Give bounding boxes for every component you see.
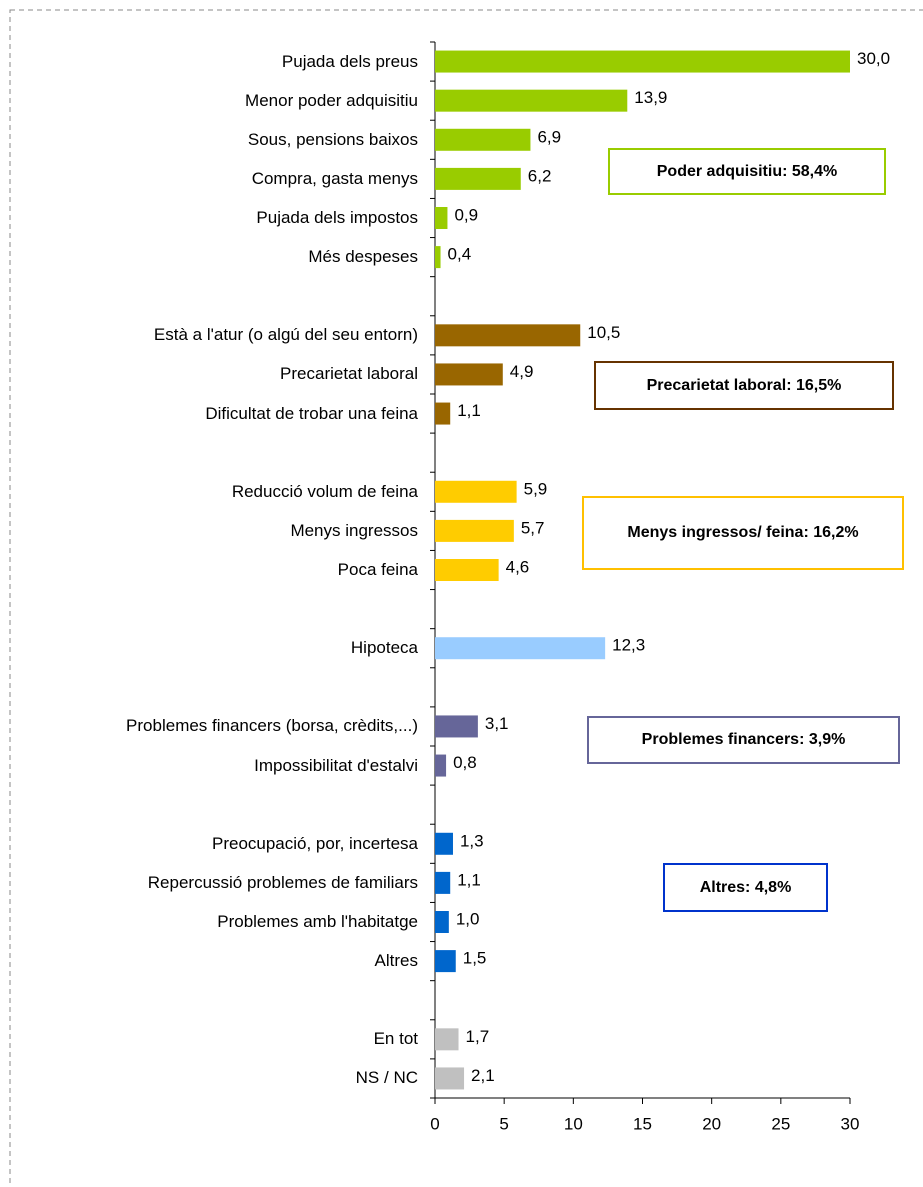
y-tick-label: Menys ingressos (290, 520, 418, 540)
y-tick-label: Problemes financers (borsa, crèdits,...) (126, 716, 418, 736)
x-tick-label: 0 (430, 1114, 439, 1133)
value-label: 4,6 (506, 557, 530, 576)
value-label: 4,9 (510, 362, 534, 381)
bar (435, 363, 503, 386)
bar (435, 480, 517, 503)
value-label: 1,7 (466, 1027, 490, 1046)
bar (435, 871, 451, 894)
bar (435, 715, 478, 738)
y-tick-label: Preocupació, por, incertesa (211, 833, 418, 853)
value-label: 0,4 (448, 245, 472, 264)
y-tick-label: Problemes amb l'habitatge (217, 912, 418, 931)
y-tick-label: Poca feina (337, 560, 418, 579)
value-label: 13,9 (634, 88, 667, 107)
bar (435, 754, 447, 777)
y-tick-label: Sous, pensions baixos (247, 129, 418, 149)
value-label: 5,7 (521, 518, 545, 537)
y-tick-label: En tot (373, 1029, 418, 1049)
bar (435, 832, 453, 855)
value-label: 10,5 (587, 323, 620, 342)
y-tick-label: Compra, gasta menys (251, 168, 418, 188)
bar (435, 1067, 465, 1090)
bar (435, 519, 514, 542)
y-tick-label: Hipoteca (350, 638, 418, 658)
y-tick-label: Precarietat laboral (280, 364, 418, 384)
y-tick-label: Pujada dels preus (281, 51, 418, 71)
bar (435, 50, 850, 73)
value-label: 12,3 (612, 636, 645, 655)
y-tick-label: Impossibilitat d'estalvi (254, 755, 418, 775)
bar (435, 89, 628, 112)
x-tick-label: 20 (702, 1114, 721, 1133)
y-tick-label: Reducció volum de feina (231, 481, 418, 501)
x-tick-label: 10 (564, 1114, 583, 1133)
annotation: Menys ingressos/ feina: 16,2% (582, 496, 904, 570)
value-label: 5,9 (524, 479, 548, 498)
bar (435, 402, 451, 425)
annotation: Precarietat laboral: 16,5% (594, 361, 894, 410)
value-label: 1,3 (460, 831, 484, 850)
value-label: 1,1 (457, 870, 481, 889)
bar (435, 167, 521, 190)
bar (435, 950, 456, 973)
bar (435, 1028, 459, 1051)
y-tick-label: Menor poder adquisitiu (245, 90, 418, 110)
x-tick-label: 25 (771, 1114, 790, 1133)
value-label: 1,1 (457, 401, 481, 420)
bar (435, 128, 531, 151)
x-tick-label: 15 (633, 1114, 652, 1133)
bar (435, 324, 581, 347)
bar (435, 246, 441, 269)
bar (435, 911, 449, 933)
bar (435, 637, 606, 660)
bar (435, 559, 499, 581)
annotation: Poder adquisitiu: 58,4% (608, 148, 886, 195)
value-label: 30,0 (857, 49, 890, 68)
value-label: 2,1 (471, 1066, 495, 1085)
value-label: 0,8 (453, 753, 477, 772)
value-label: 1,0 (456, 909, 480, 928)
y-tick-label: NS / NC (355, 1068, 418, 1088)
value-label: 1,5 (463, 949, 487, 968)
x-tick-label: 30 (841, 1114, 860, 1133)
value-label: 6,2 (528, 166, 552, 185)
y-tick-label: Repercussió problemes de familiars (147, 872, 418, 892)
y-tick-label: Altres (374, 951, 418, 971)
y-tick-label: Està a l'atur (o algú del seu entorn) (153, 325, 418, 345)
annotation: Problemes financers: 3,9% (587, 716, 900, 764)
bar (435, 207, 448, 229)
y-tick-label: Més despeses (308, 247, 418, 267)
x-tick-label: 5 (499, 1114, 508, 1133)
y-tick-label: Dificultat de trobar una feina (205, 403, 418, 423)
annotation: Altres: 4,8% (663, 863, 828, 912)
value-label: 3,1 (485, 714, 509, 733)
y-tick-label: Pujada dels impostos (256, 208, 418, 227)
value-label: 0,9 (454, 205, 478, 224)
value-label: 6,9 (537, 127, 561, 146)
